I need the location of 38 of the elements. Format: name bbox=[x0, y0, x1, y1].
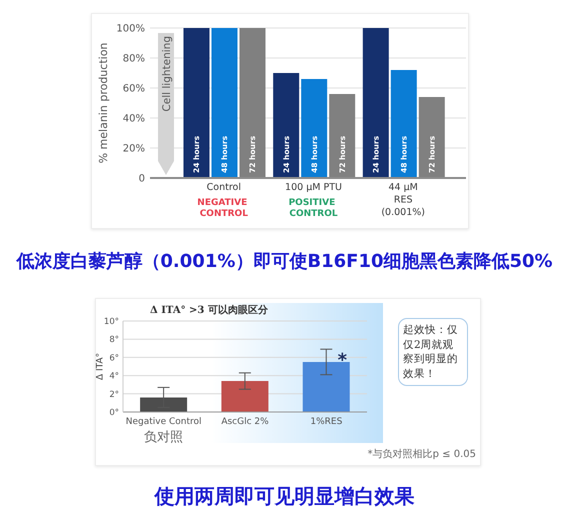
bar bbox=[362, 28, 389, 178]
y-axis-title: % melanin production bbox=[97, 42, 110, 164]
text: *与负对照相比p ≤ 0.05 bbox=[368, 449, 476, 461]
y-tick-label: 0 bbox=[138, 174, 145, 185]
text: NEGATIVE CONTROL bbox=[197, 198, 250, 219]
y-tick-label: 20% bbox=[122, 144, 145, 155]
y-tick-label: 2° bbox=[109, 390, 119, 400]
y-axis-title: Δ ITA° bbox=[95, 352, 106, 380]
bar bbox=[221, 381, 268, 412]
x-tick-label: Negative Control bbox=[126, 417, 202, 427]
y-tick-label: 10° bbox=[104, 317, 119, 328]
text: 低浓度白藜芦醇（0.001%）即可使B16F10细胞黑色素降低50% bbox=[16, 251, 553, 272]
x-tick-label: 1%RES bbox=[310, 417, 343, 427]
text: 负对照 bbox=[144, 430, 184, 445]
x-tick-label: AscGlc 2% bbox=[221, 417, 270, 427]
x-tick-label: 44 μM RES (0.001%) bbox=[381, 182, 425, 218]
bar bbox=[390, 70, 417, 178]
x-tick-label: Control bbox=[206, 182, 242, 193]
bar bbox=[302, 362, 350, 412]
text: 起效快：仅仅2周就观察到明显的效果！ bbox=[403, 323, 459, 381]
x-tick-label: 100 μM PTU bbox=[285, 182, 342, 193]
bar bbox=[183, 28, 210, 178]
y-tick-label: 80% bbox=[122, 54, 145, 65]
chart-title: Δ ITA° >3 可以肉眼区分 bbox=[150, 305, 268, 317]
text: 使用两周即可见明显增白效果 bbox=[154, 484, 414, 508]
bar bbox=[301, 79, 328, 178]
y-tick-label: 60% bbox=[122, 84, 145, 95]
annotation: * bbox=[338, 350, 348, 372]
y-tick-label: 40% bbox=[122, 114, 145, 125]
bar bbox=[211, 28, 238, 178]
annotation: Cell lightening bbox=[160, 36, 173, 112]
y-tick-label: 6° bbox=[109, 353, 119, 364]
y-tick-label: 100% bbox=[116, 24, 145, 35]
y-tick-label: 4° bbox=[109, 372, 119, 382]
bar bbox=[273, 73, 300, 178]
y-tick-label: 8° bbox=[109, 335, 119, 346]
y-tick-label: 0° bbox=[109, 408, 119, 418]
text: POSITIVE CONTROL bbox=[288, 198, 338, 219]
